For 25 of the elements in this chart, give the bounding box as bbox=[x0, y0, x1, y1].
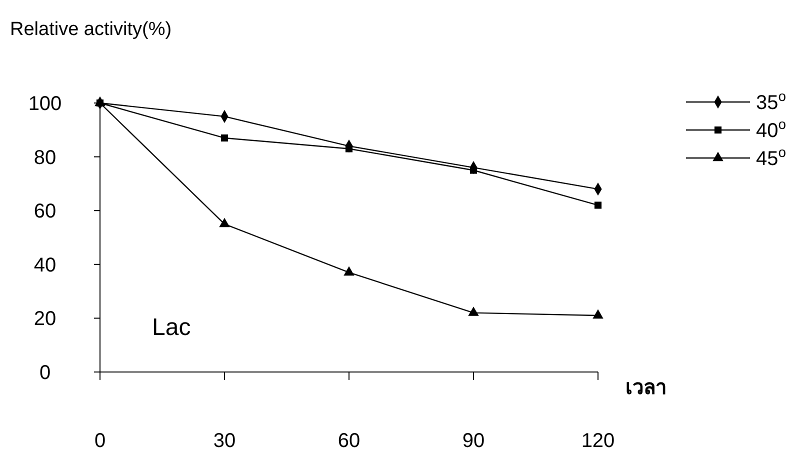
x-axis-title: เวลา bbox=[626, 377, 666, 399]
point bbox=[344, 266, 354, 276]
y-axis-title: Relative activity(%) bbox=[10, 19, 172, 40]
point bbox=[468, 306, 479, 316]
point bbox=[470, 166, 478, 174]
x-tick-label: 60 bbox=[338, 430, 360, 452]
x-tick-label: 120 bbox=[581, 430, 615, 452]
y-tick-label: 80 bbox=[34, 146, 56, 169]
point bbox=[592, 309, 604, 319]
y-tick-label: 100 bbox=[28, 93, 62, 115]
point bbox=[220, 134, 228, 142]
x-tick-label: 30 bbox=[213, 430, 236, 452]
point bbox=[219, 218, 230, 228]
x-tick-label: 0 bbox=[94, 430, 106, 452]
point bbox=[594, 202, 602, 209]
legend-label: 35$^{o}$ bbox=[756, 88, 786, 114]
legend-label: 40$^{o}$ bbox=[756, 116, 786, 142]
y-tick-label: 60 bbox=[34, 200, 56, 223]
legend-label: 45$^{o}$ bbox=[756, 144, 786, 170]
y-tick-label: 20 bbox=[34, 308, 56, 330]
y-tick-label: 40 bbox=[34, 254, 56, 276]
point bbox=[345, 145, 353, 152]
annotation: Lac bbox=[152, 314, 191, 341]
x-tick-label: 90 bbox=[462, 430, 485, 452]
y-tick-label: 0 bbox=[39, 362, 51, 384]
